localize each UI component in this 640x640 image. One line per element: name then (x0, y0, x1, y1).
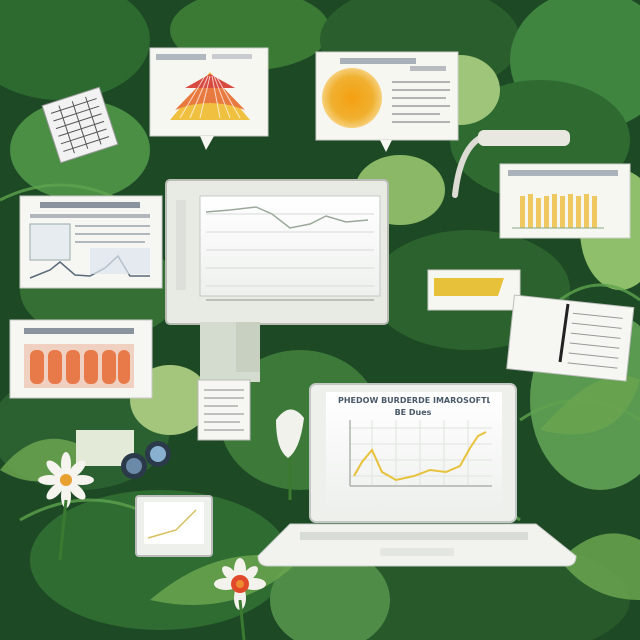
monitor-trend-line (205, 206, 369, 229)
white-bell-flower-icon (276, 409, 304, 500)
laptop-screen (326, 392, 502, 510)
laptop-icon (257, 383, 577, 567)
laptop-screen-subtitle: BE Dues (394, 408, 432, 417)
small-document (197, 379, 251, 441)
bar-chart-card (499, 163, 631, 239)
orange-bloom-card (315, 51, 459, 152)
notebook (506, 294, 635, 382)
laptop-screen-title: PHEDOW BURDERDE IMAROSOFTLY (338, 396, 490, 405)
yellow-tag-card (427, 269, 521, 311)
salmon-chart-card (9, 319, 153, 399)
red-flower-icon (214, 558, 266, 640)
laptop-trend-line (353, 431, 487, 482)
lamp-head (478, 130, 570, 146)
pen (558, 303, 570, 363)
laptop-base (257, 523, 577, 567)
heatmap-card (149, 47, 269, 150)
tilted-sheet-topleft (41, 86, 119, 164)
left-chart-card (19, 195, 163, 289)
central-monitor (165, 179, 389, 382)
monitor-icon (135, 495, 213, 557)
binoculars-icon (121, 441, 171, 479)
flower-icon (38, 452, 94, 561)
fan-shape (170, 72, 250, 120)
